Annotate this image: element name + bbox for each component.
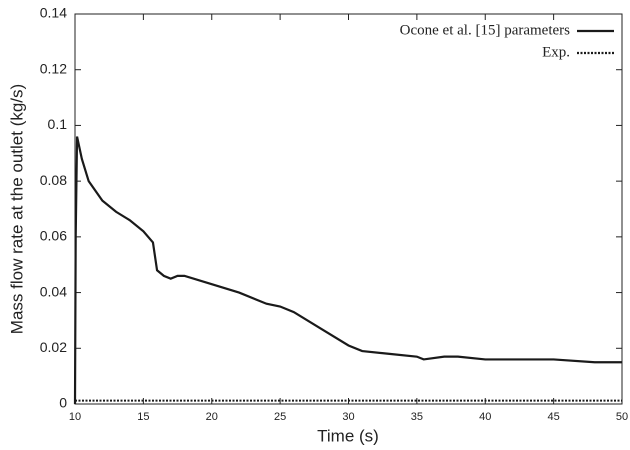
y-tick-label: 0.14 bbox=[40, 5, 67, 21]
y-axis-label: Mass flow rate at the outlet (kg/s) bbox=[7, 84, 26, 334]
x-tick-label: 40 bbox=[479, 411, 491, 423]
x-tick-label: 30 bbox=[342, 411, 354, 423]
x-tick-label: 10 bbox=[69, 411, 81, 423]
y-tick-label: 0.02 bbox=[40, 339, 67, 355]
x-tick-label: 15 bbox=[137, 411, 149, 423]
y-tick-label: 0.08 bbox=[40, 172, 67, 188]
y-tick-label: 0.04 bbox=[40, 283, 67, 299]
y-tick-label: 0.12 bbox=[40, 60, 67, 76]
x-tick-label: 20 bbox=[206, 411, 218, 423]
x-tick-label: 45 bbox=[548, 411, 560, 423]
legend-label: Ocone et al. [15] parameters bbox=[400, 22, 570, 38]
x-axis-label: Time (s) bbox=[317, 426, 379, 445]
x-tick-label: 25 bbox=[274, 411, 286, 423]
y-tick-label: 0 bbox=[59, 395, 67, 411]
x-tick-label: 35 bbox=[411, 411, 423, 423]
legend-label: Exp. bbox=[542, 44, 570, 60]
data-line bbox=[73, 136, 622, 405]
y-tick-label: 0.06 bbox=[40, 228, 67, 244]
x-tick-label: 50 bbox=[616, 411, 628, 423]
y-tick-label: 0.1 bbox=[48, 116, 68, 132]
